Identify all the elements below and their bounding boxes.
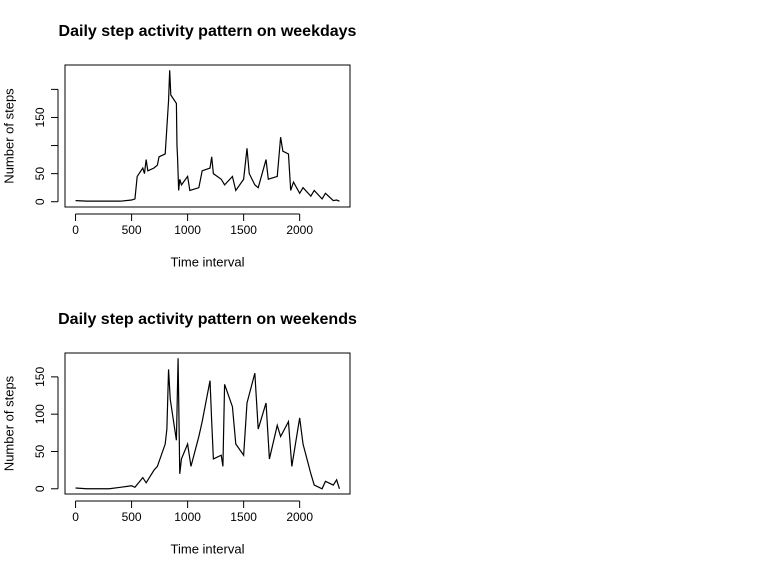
x-axis-label: Time interval: [171, 541, 245, 556]
x-tick-label: 1000: [174, 510, 201, 524]
x-tick-label: 2000: [286, 223, 313, 237]
y-tick-label: 50: [33, 167, 47, 181]
x-tick-label: 500: [122, 510, 142, 524]
data-line: [75, 358, 341, 490]
chart-title: Daily step activity pattern on weekends: [58, 311, 357, 328]
x-tick-label: 0: [72, 510, 79, 524]
x-tick-label: 2000: [286, 510, 313, 524]
y-tick-label: 150: [33, 107, 47, 127]
chart-title: Daily step activity pattern on weekdays: [59, 23, 357, 40]
x-tick-label: 0: [72, 223, 79, 237]
x-tick-label: 500: [122, 223, 142, 237]
y-tick-label: 50: [33, 444, 47, 458]
x-tick-label: 1000: [174, 223, 201, 237]
x-axis-label: Time interval: [171, 254, 245, 269]
y-tick-label: 150: [33, 367, 47, 387]
data-line: [75, 70, 340, 202]
y-axis-label: Number of steps: [1, 88, 16, 184]
y-axis-label: Number of steps: [1, 375, 16, 471]
plot-box: [64, 64, 351, 208]
x-tick-label: 1500: [230, 510, 257, 524]
plot-box: [64, 352, 351, 495]
y-tick-label: 100: [33, 404, 47, 424]
x-tick-label: 1500: [230, 223, 257, 237]
y-tick-label: 0: [33, 485, 47, 492]
y-tick-label: 0: [33, 198, 47, 205]
